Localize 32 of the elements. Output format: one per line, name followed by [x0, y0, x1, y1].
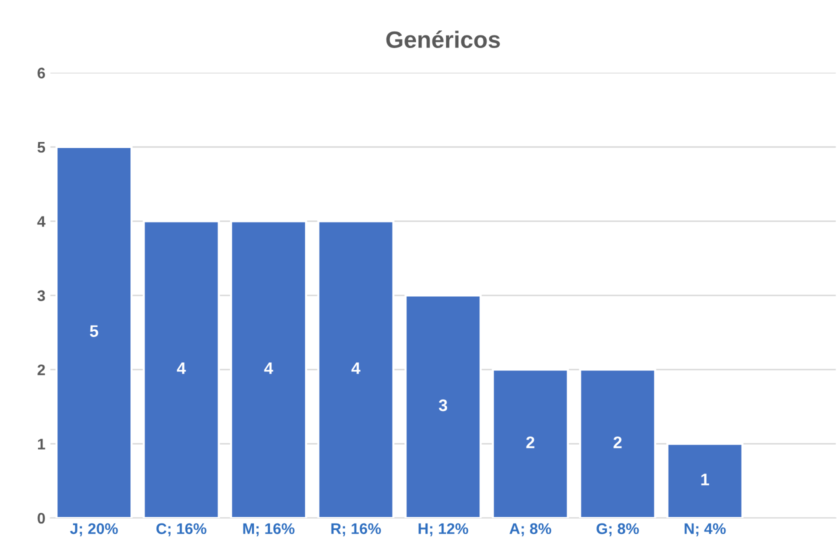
x-tick-label: J; 20%: [70, 523, 118, 536]
data-label: 2: [526, 436, 534, 448]
bar: [492, 368, 569, 518]
y-tick-label: 3: [37, 290, 45, 302]
bar: [142, 220, 220, 518]
bar: [55, 146, 133, 518]
y-tick-label: 2: [38, 364, 45, 376]
x-tick-label: M; 16%: [243, 523, 294, 536]
x-tick-label: A; 8%: [510, 523, 552, 536]
x-tick-label: C; 16%: [156, 523, 206, 536]
data-label: 1: [701, 474, 710, 486]
x-tick-label: R; 16%: [331, 523, 381, 536]
x-tick-label: N; 4%: [684, 523, 726, 536]
bar: [317, 220, 394, 518]
y-tick-label: 5: [38, 142, 46, 153]
bar: [579, 368, 656, 518]
data-label: 4: [351, 362, 360, 374]
y-tick-label: 6: [38, 68, 45, 78]
x-tick-label: H; 12%: [418, 523, 468, 536]
data-label: 5: [90, 325, 98, 337]
data-label: 4: [264, 362, 274, 374]
data-label: 4: [176, 362, 186, 374]
x-tick-label: G; 8%: [596, 523, 639, 536]
bar: [666, 442, 744, 518]
y-tick-label: 0: [38, 512, 45, 524]
chart-title: Genéricos: [386, 30, 500, 48]
y-tick-label: 4: [37, 216, 46, 227]
bar: [404, 294, 482, 518]
data-label: 3: [438, 399, 448, 412]
y-tick-label: 1: [38, 438, 46, 450]
bar: [230, 220, 308, 518]
data-label: 2: [614, 436, 622, 448]
